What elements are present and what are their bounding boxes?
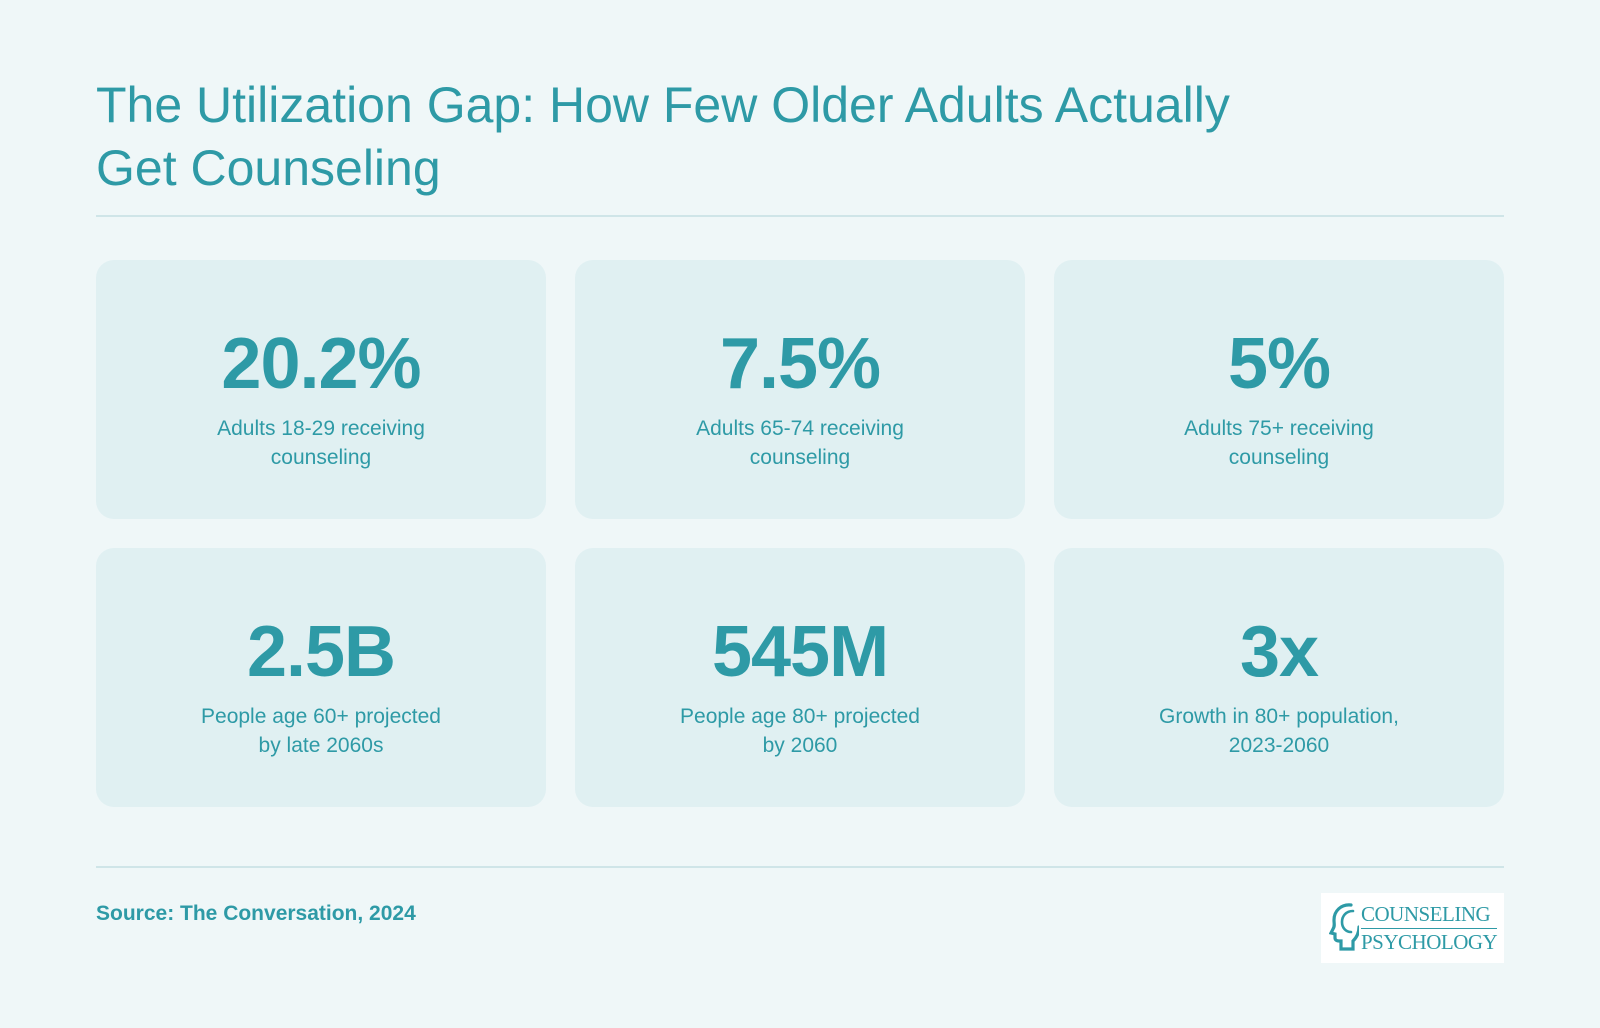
stat-value: 20.2%: [221, 324, 421, 404]
stat-value: 5%: [1227, 324, 1331, 404]
stat-card-growth-80-plus: 3x Growth in 80+ population, 2023-2060: [1054, 548, 1504, 807]
stat-card-adults-65-74: 7.5% Adults 65-74 receiving counseling: [575, 260, 1025, 519]
footer-divider: [96, 866, 1504, 868]
page-title: The Utilization Gap: How Few Older Adult…: [96, 77, 1230, 196]
stat-card-adults-18-29: 20.2% Adults 18-29 receiving counseling: [96, 260, 546, 519]
logo-line-psychology: PSYCHOLOGY: [1361, 929, 1498, 954]
stat-value: 545M: [711, 612, 889, 692]
stat-label: Adults 75+ receiving counseling: [1184, 417, 1374, 469]
logo-line-counseling: COUNSELING: [1361, 903, 1498, 929]
stat-label: People age 80+ projected by 2060: [680, 705, 920, 757]
stat-value: 2.5B: [246, 612, 396, 692]
counseling-psychology-logo: COUNSELING PSYCHOLOGY: [1321, 893, 1504, 963]
stat-label: People age 60+ projected by late 2060s: [201, 705, 441, 757]
logo-wordmark: COUNSELING PSYCHOLOGY: [1361, 903, 1498, 954]
stat-value: 7.5%: [719, 324, 881, 404]
head-profile-icon: [1329, 903, 1359, 951]
stat-value: 3x: [1239, 612, 1319, 692]
stat-label: Adults 65-74 receiving counseling: [696, 417, 904, 469]
stat-card-age-60-plus: 2.5B People age 60+ projected by late 20…: [96, 548, 546, 807]
stat-card-adults-75-plus: 5% Adults 75+ receiving counseling: [1054, 260, 1504, 519]
stat-label: Growth in 80+ population, 2023-2060: [1159, 705, 1399, 757]
title-divider: [96, 215, 1504, 217]
stats-grid: 20.2% Adults 18-29 receiving counseling …: [96, 260, 1504, 807]
stat-card-age-80-plus: 545M People age 80+ projected by 2060: [575, 548, 1025, 807]
source-citation: Source: The Conversation, 2024: [96, 902, 416, 925]
stat-label: Adults 18-29 receiving counseling: [217, 417, 425, 469]
